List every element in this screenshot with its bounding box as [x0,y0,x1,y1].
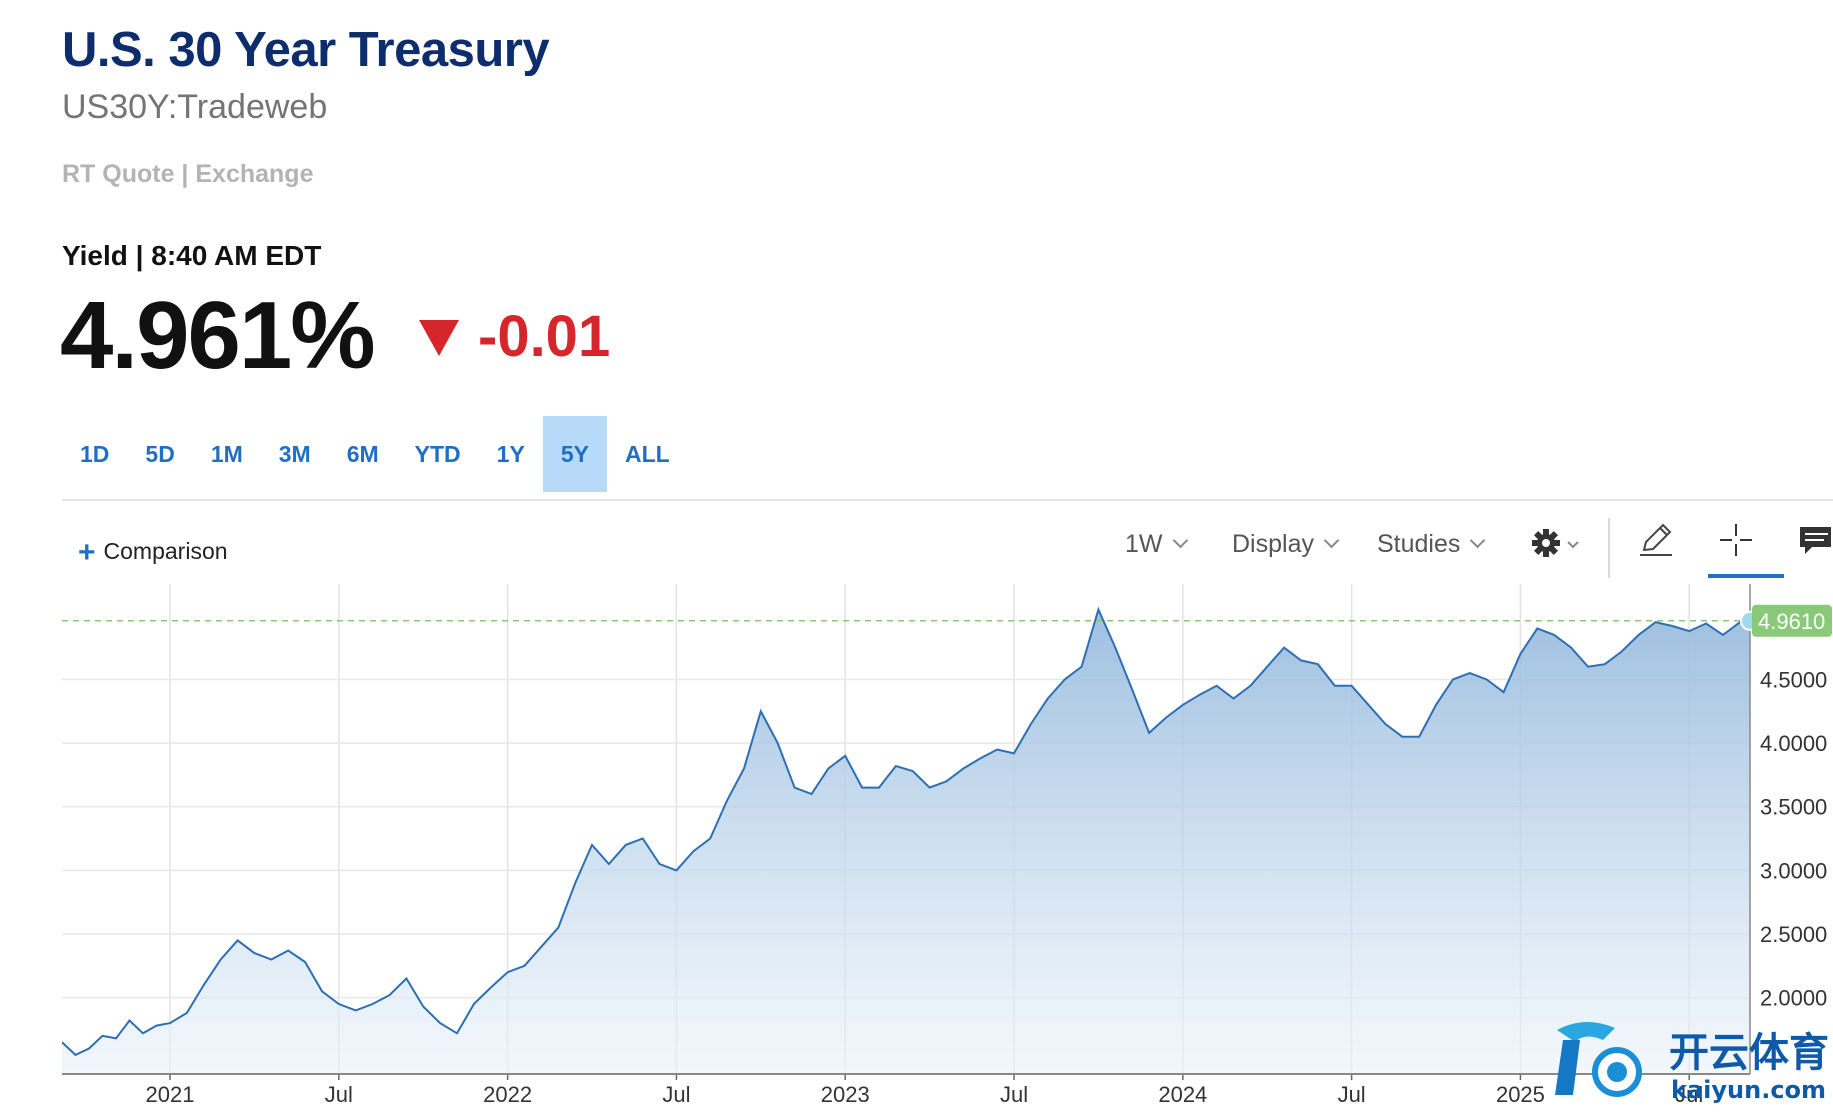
quote-source-label: RT Quote | Exchange [62,160,314,188]
range-1m[interactable]: 1M [210,441,243,467]
draw-tool-button[interactable] [1636,520,1676,565]
plus-icon: + [78,536,96,569]
x-tick-label: 2024 [1158,1082,1207,1107]
yield-price: 4.961% [60,282,376,389]
crosshair-button[interactable] [1718,522,1754,563]
interval-dropdown[interactable]: 1W [1125,530,1188,559]
yield-line [62,606,1751,1057]
x-tick-label: Jul [1675,1082,1703,1107]
y-tick-label: 2.5000 [1760,922,1827,947]
divider [62,499,1833,501]
yield-area [62,609,1750,1074]
watermark-brand: 开云体育 [1669,1030,1829,1076]
x-tick-label: Jul [662,1082,690,1107]
pencil-icon [1640,523,1672,556]
y-tick-label: 3.5000 [1760,795,1827,820]
range-5y[interactable]: 5Y [542,416,607,492]
y-tick-label: 2.0000 [1760,986,1827,1011]
display-dropdown[interactable]: Display [1232,530,1340,559]
y-tick-label: 4.5000 [1760,667,1827,692]
x-tick-label: 2021 [146,1082,195,1107]
yield-time-label: Yield | 8:40 AM EDT [62,240,322,271]
time-range-selector: 1D 5D 1M 3M 6M YTD 1Y 5Y ALL [62,416,688,492]
active-tool-indicator [1708,574,1784,578]
y-tick-label: 4.0000 [1760,731,1827,756]
current-value-label: 4.9610 [1758,609,1825,634]
toolbar-divider [1608,518,1610,578]
down-arrow-icon [419,320,459,356]
range-5d[interactable]: 5D [145,441,175,467]
studies-label: Studies [1377,530,1461,558]
chevron-down-icon [1470,532,1486,549]
watermark-url: kaiyun.com [1671,1076,1826,1104]
yield-chart[interactable]: 2021 Jul 2022 Jul 2023 Jul 2024 Jul 2025 Jul 2.000… [62,584,1833,1111]
range-1d[interactable]: 1D [80,441,110,467]
settings-dropdown[interactable] [1532,526,1588,567]
range-1y[interactable]: 1Y [496,441,525,467]
watermark-logo: 开云体育 kaiyun.com [1545,1010,1833,1111]
range-all[interactable]: ALL [624,441,670,467]
x-tick-label: Jul [1000,1082,1028,1107]
annotation-button[interactable] [1798,524,1833,563]
studies-dropdown[interactable]: Studies [1377,530,1486,559]
range-6m[interactable]: 6M [346,441,379,467]
y-tick-label: 3.0000 [1760,858,1827,883]
gear-icon [1532,529,1579,557]
chevron-down-icon [1323,532,1340,549]
comparison-button[interactable]: + Comparison [78,536,228,570]
comparison-label: Comparison [103,538,228,564]
symbol-label: US30Y:Tradeweb [62,88,328,126]
chevron-down-icon [1172,532,1188,549]
comment-icon [1800,527,1831,554]
crosshair-icon [1720,524,1752,556]
x-tick-label: 2023 [821,1082,870,1107]
x-tick-label: Jul [1338,1082,1366,1107]
x-tick-label: 2022 [483,1082,532,1107]
page-title: U.S. 30 Year Treasury [62,23,550,77]
display-label: Display [1232,530,1314,558]
range-3m[interactable]: 3M [278,441,311,467]
range-ytd[interactable]: YTD [414,441,461,467]
current-value-badge [1752,604,1832,637]
x-tick-label: 2025 [1496,1082,1545,1107]
interval-label: 1W [1125,530,1163,558]
x-tick-label: Jul [325,1082,353,1107]
yield-change: -0.01 [478,304,611,369]
